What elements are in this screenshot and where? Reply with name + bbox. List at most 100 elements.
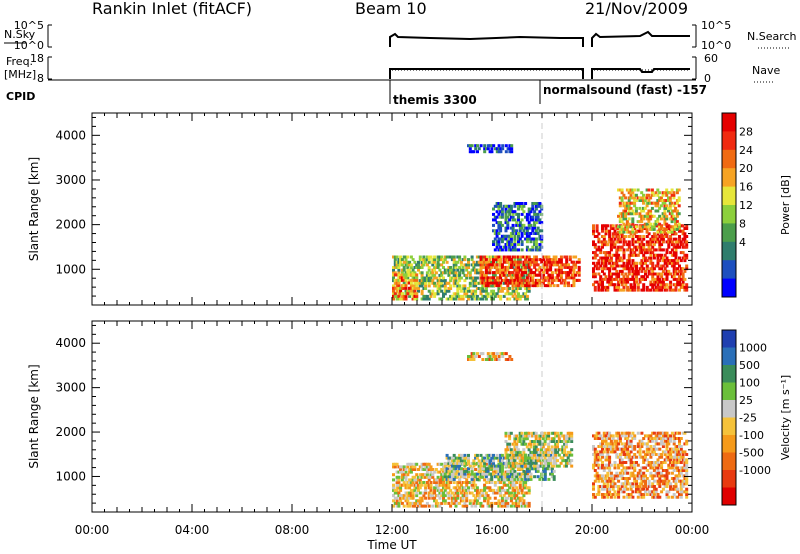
y-tick-label: 2000: [55, 218, 86, 232]
data-cell: [626, 482, 630, 486]
data-cell: [599, 453, 603, 456]
data-cell: [663, 206, 667, 210]
data-cell: [601, 243, 604, 247]
data-cell: [633, 461, 637, 464]
data-cell: [525, 294, 529, 298]
data-cell: [395, 281, 399, 285]
data-cell: [601, 256, 604, 260]
data-cell: [645, 248, 649, 252]
data-cell: [554, 255, 558, 259]
data-cell: [483, 464, 487, 468]
data-cell: [452, 255, 456, 259]
data-cell: [663, 461, 667, 464]
data-cell: [532, 453, 536, 457]
data-cell: [627, 272, 631, 276]
data-cell: [642, 217, 645, 221]
data-cell: [470, 289, 474, 293]
data-cell: [661, 482, 665, 486]
data-cell: [454, 488, 458, 492]
data-cell: [531, 237, 535, 241]
data-cell: [517, 467, 520, 471]
data-cell: [577, 268, 581, 272]
data-cell: [490, 147, 494, 151]
data-cell: [488, 268, 492, 272]
data-cell: [518, 437, 522, 441]
data-cell: [520, 232, 524, 235]
data-cell: [504, 453, 508, 457]
data-cell: [531, 284, 535, 288]
data-cell: [527, 442, 531, 446]
data-cell: [652, 193, 656, 197]
data-cell: [468, 464, 472, 468]
data-cell: [635, 482, 638, 486]
data-cell: [511, 287, 515, 290]
data-cell: [442, 258, 445, 262]
data-cell: [456, 255, 460, 259]
data-cell: [676, 487, 680, 491]
data-cell: [400, 286, 404, 290]
data-cell: [675, 201, 679, 205]
data-cell: [502, 504, 506, 508]
data-cell: [629, 225, 633, 229]
data-cell: [486, 469, 490, 473]
data-cell: [409, 281, 413, 285]
data-cell: [513, 202, 517, 205]
data-cell: [626, 477, 630, 480]
data-cell: [504, 499, 508, 503]
data-cell: [450, 491, 454, 495]
data-cell: [563, 255, 567, 259]
data-cell: [495, 258, 499, 262]
data-cell: [683, 232, 687, 236]
data-cell: [677, 212, 681, 216]
data-cell: [420, 475, 424, 479]
data-cell: [631, 272, 635, 276]
data-cell: [508, 258, 512, 262]
data-cell: [499, 472, 503, 476]
data-cell: [656, 461, 660, 464]
data-cell: [509, 215, 513, 219]
data-cell: [550, 456, 554, 460]
data-cell: [452, 273, 456, 277]
data-cell: [500, 462, 504, 466]
data-cell: [547, 431, 551, 435]
data-cell: [624, 466, 628, 470]
data-cell: [685, 227, 689, 230]
data-cell: [475, 263, 479, 267]
data-cell: [459, 469, 463, 473]
data-cell: [672, 225, 676, 229]
data-cell: [609, 439, 613, 443]
data-cell: [642, 442, 646, 446]
data-cell: [667, 466, 671, 470]
data-cell: [468, 147, 472, 151]
data-cell: [522, 229, 526, 233]
data-cell: [665, 434, 669, 438]
data-cell: [504, 255, 508, 259]
data-cell: [642, 193, 645, 197]
data-cell: [629, 450, 633, 454]
data-cell: [651, 251, 655, 255]
data-cell: [518, 260, 522, 264]
data-cell: [392, 499, 395, 503]
data-cell: [618, 461, 622, 464]
data-cell: [484, 494, 488, 498]
data-cell: [568, 459, 572, 463]
data-cell: [436, 488, 440, 492]
data-cell: [663, 191, 667, 195]
data-cell: [642, 479, 646, 483]
data-cell: [644, 269, 647, 273]
data-cell: [479, 488, 483, 492]
data-cell: [644, 248, 647, 252]
data-cell: [678, 227, 681, 230]
data-cell: [490, 459, 494, 463]
data-cell: [468, 355, 472, 358]
data-cell: [511, 472, 515, 476]
data-cell: [515, 481, 519, 484]
data-cell: [465, 263, 469, 267]
data-cell: [484, 294, 488, 298]
data-cell: [558, 271, 562, 275]
data-cell: [422, 281, 426, 285]
data-cell: [629, 434, 633, 438]
data-cell: [408, 292, 412, 296]
data-cell: [626, 442, 630, 446]
data-cell: [525, 263, 529, 267]
